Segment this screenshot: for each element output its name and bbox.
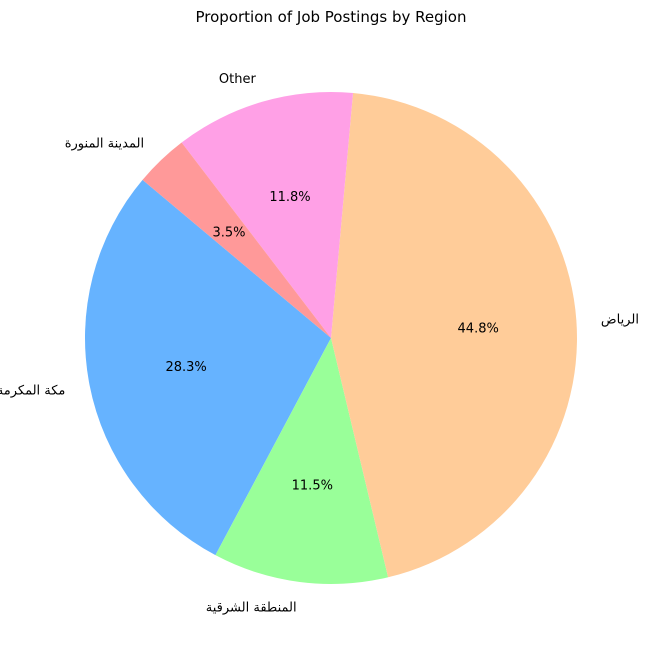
pie-slice-percent-4: 3.5%	[212, 225, 245, 240]
pie-slice-percent-0: 28.3%	[165, 360, 206, 375]
pie-slice-percent-1: 11.5%	[292, 478, 333, 493]
pie-slices	[84, 92, 577, 585]
pie-slice-4	[142, 142, 331, 338]
chart-title: Proportion of Job Postings by Region	[196, 8, 467, 26]
pie-labels: 28.3% مكة المكرمة 11.5% المنطقة الشرقية 44.8…	[0, 72, 639, 615]
pie-slice-label-3: Other	[219, 72, 257, 87]
pie-slice-percent-3: 11.8%	[269, 190, 310, 205]
pie-slice-percent-2: 44.8%	[458, 321, 499, 336]
pie-slice-label-1: المنطقة الشرقية	[206, 600, 297, 615]
pie-slice-label-0: مكة المكرمة	[0, 384, 65, 399]
pie-slice-1	[215, 338, 389, 585]
pie-slice-0	[84, 179, 331, 556]
pie-slice-2	[331, 92, 577, 578]
pie-slice-label-4: المدينة المنورة	[65, 136, 144, 151]
pie-slice-label-2: الرياض	[601, 312, 639, 327]
pie-slice-3	[181, 92, 354, 338]
